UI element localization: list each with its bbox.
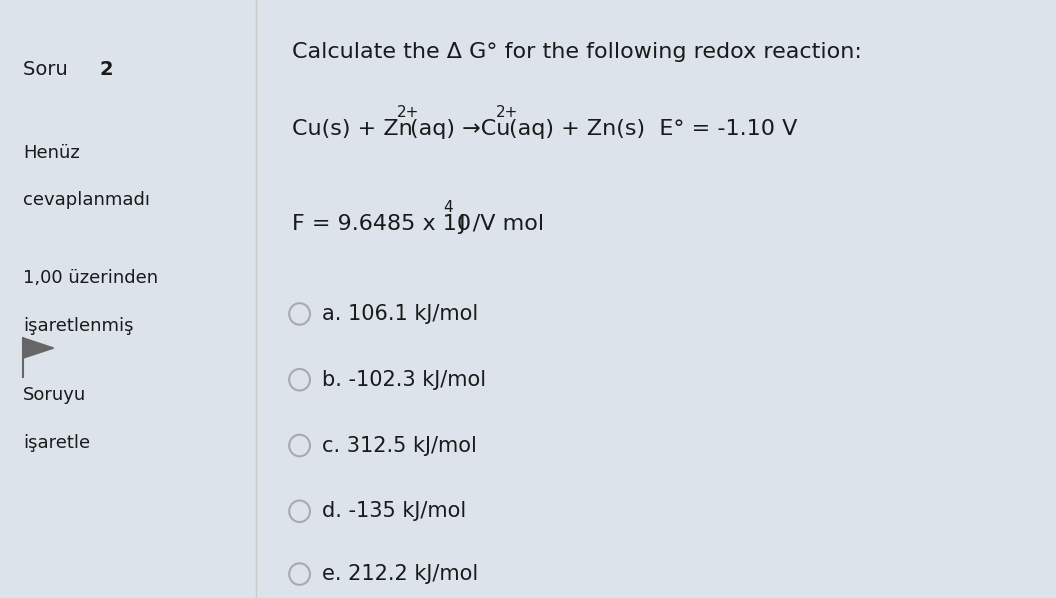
Text: 4: 4: [444, 200, 453, 215]
Text: Soruyu: Soruyu: [23, 386, 87, 404]
Text: a. 106.1 kJ/mol: a. 106.1 kJ/mol: [322, 304, 478, 324]
Text: 1,00 üzerinden: 1,00 üzerinden: [23, 269, 158, 287]
Text: e. 212.2 kJ/mol: e. 212.2 kJ/mol: [322, 564, 478, 584]
Text: F = 9.6485 x 10: F = 9.6485 x 10: [291, 214, 471, 234]
Text: b. -102.3 kJ/mol: b. -102.3 kJ/mol: [322, 370, 486, 390]
Text: 2+: 2+: [495, 105, 518, 120]
Text: d. -135 kJ/mol: d. -135 kJ/mol: [322, 501, 467, 521]
Text: J /V mol: J /V mol: [452, 214, 544, 234]
Text: 2: 2: [99, 60, 113, 79]
Text: işaretlenmiş: işaretlenmiş: [23, 317, 133, 335]
Polygon shape: [23, 338, 54, 358]
Text: işaretle: işaretle: [23, 434, 90, 451]
Text: Henüz: Henüz: [23, 144, 80, 161]
Text: cevaplanmadı: cevaplanmadı: [23, 191, 150, 209]
Text: (aq) + Zn(s)  E° = -1.10 V: (aq) + Zn(s) E° = -1.10 V: [509, 118, 797, 139]
Text: Soru: Soru: [23, 60, 74, 79]
Text: Calculate the Δ G° for the following redox reaction:: Calculate the Δ G° for the following red…: [291, 42, 862, 62]
Text: Cu(s) + Zn: Cu(s) + Zn: [291, 118, 419, 139]
Text: 2+: 2+: [396, 105, 419, 120]
Text: c. 312.5 kJ/mol: c. 312.5 kJ/mol: [322, 435, 477, 456]
Text: (aq) →Cu: (aq) →Cu: [410, 118, 510, 139]
